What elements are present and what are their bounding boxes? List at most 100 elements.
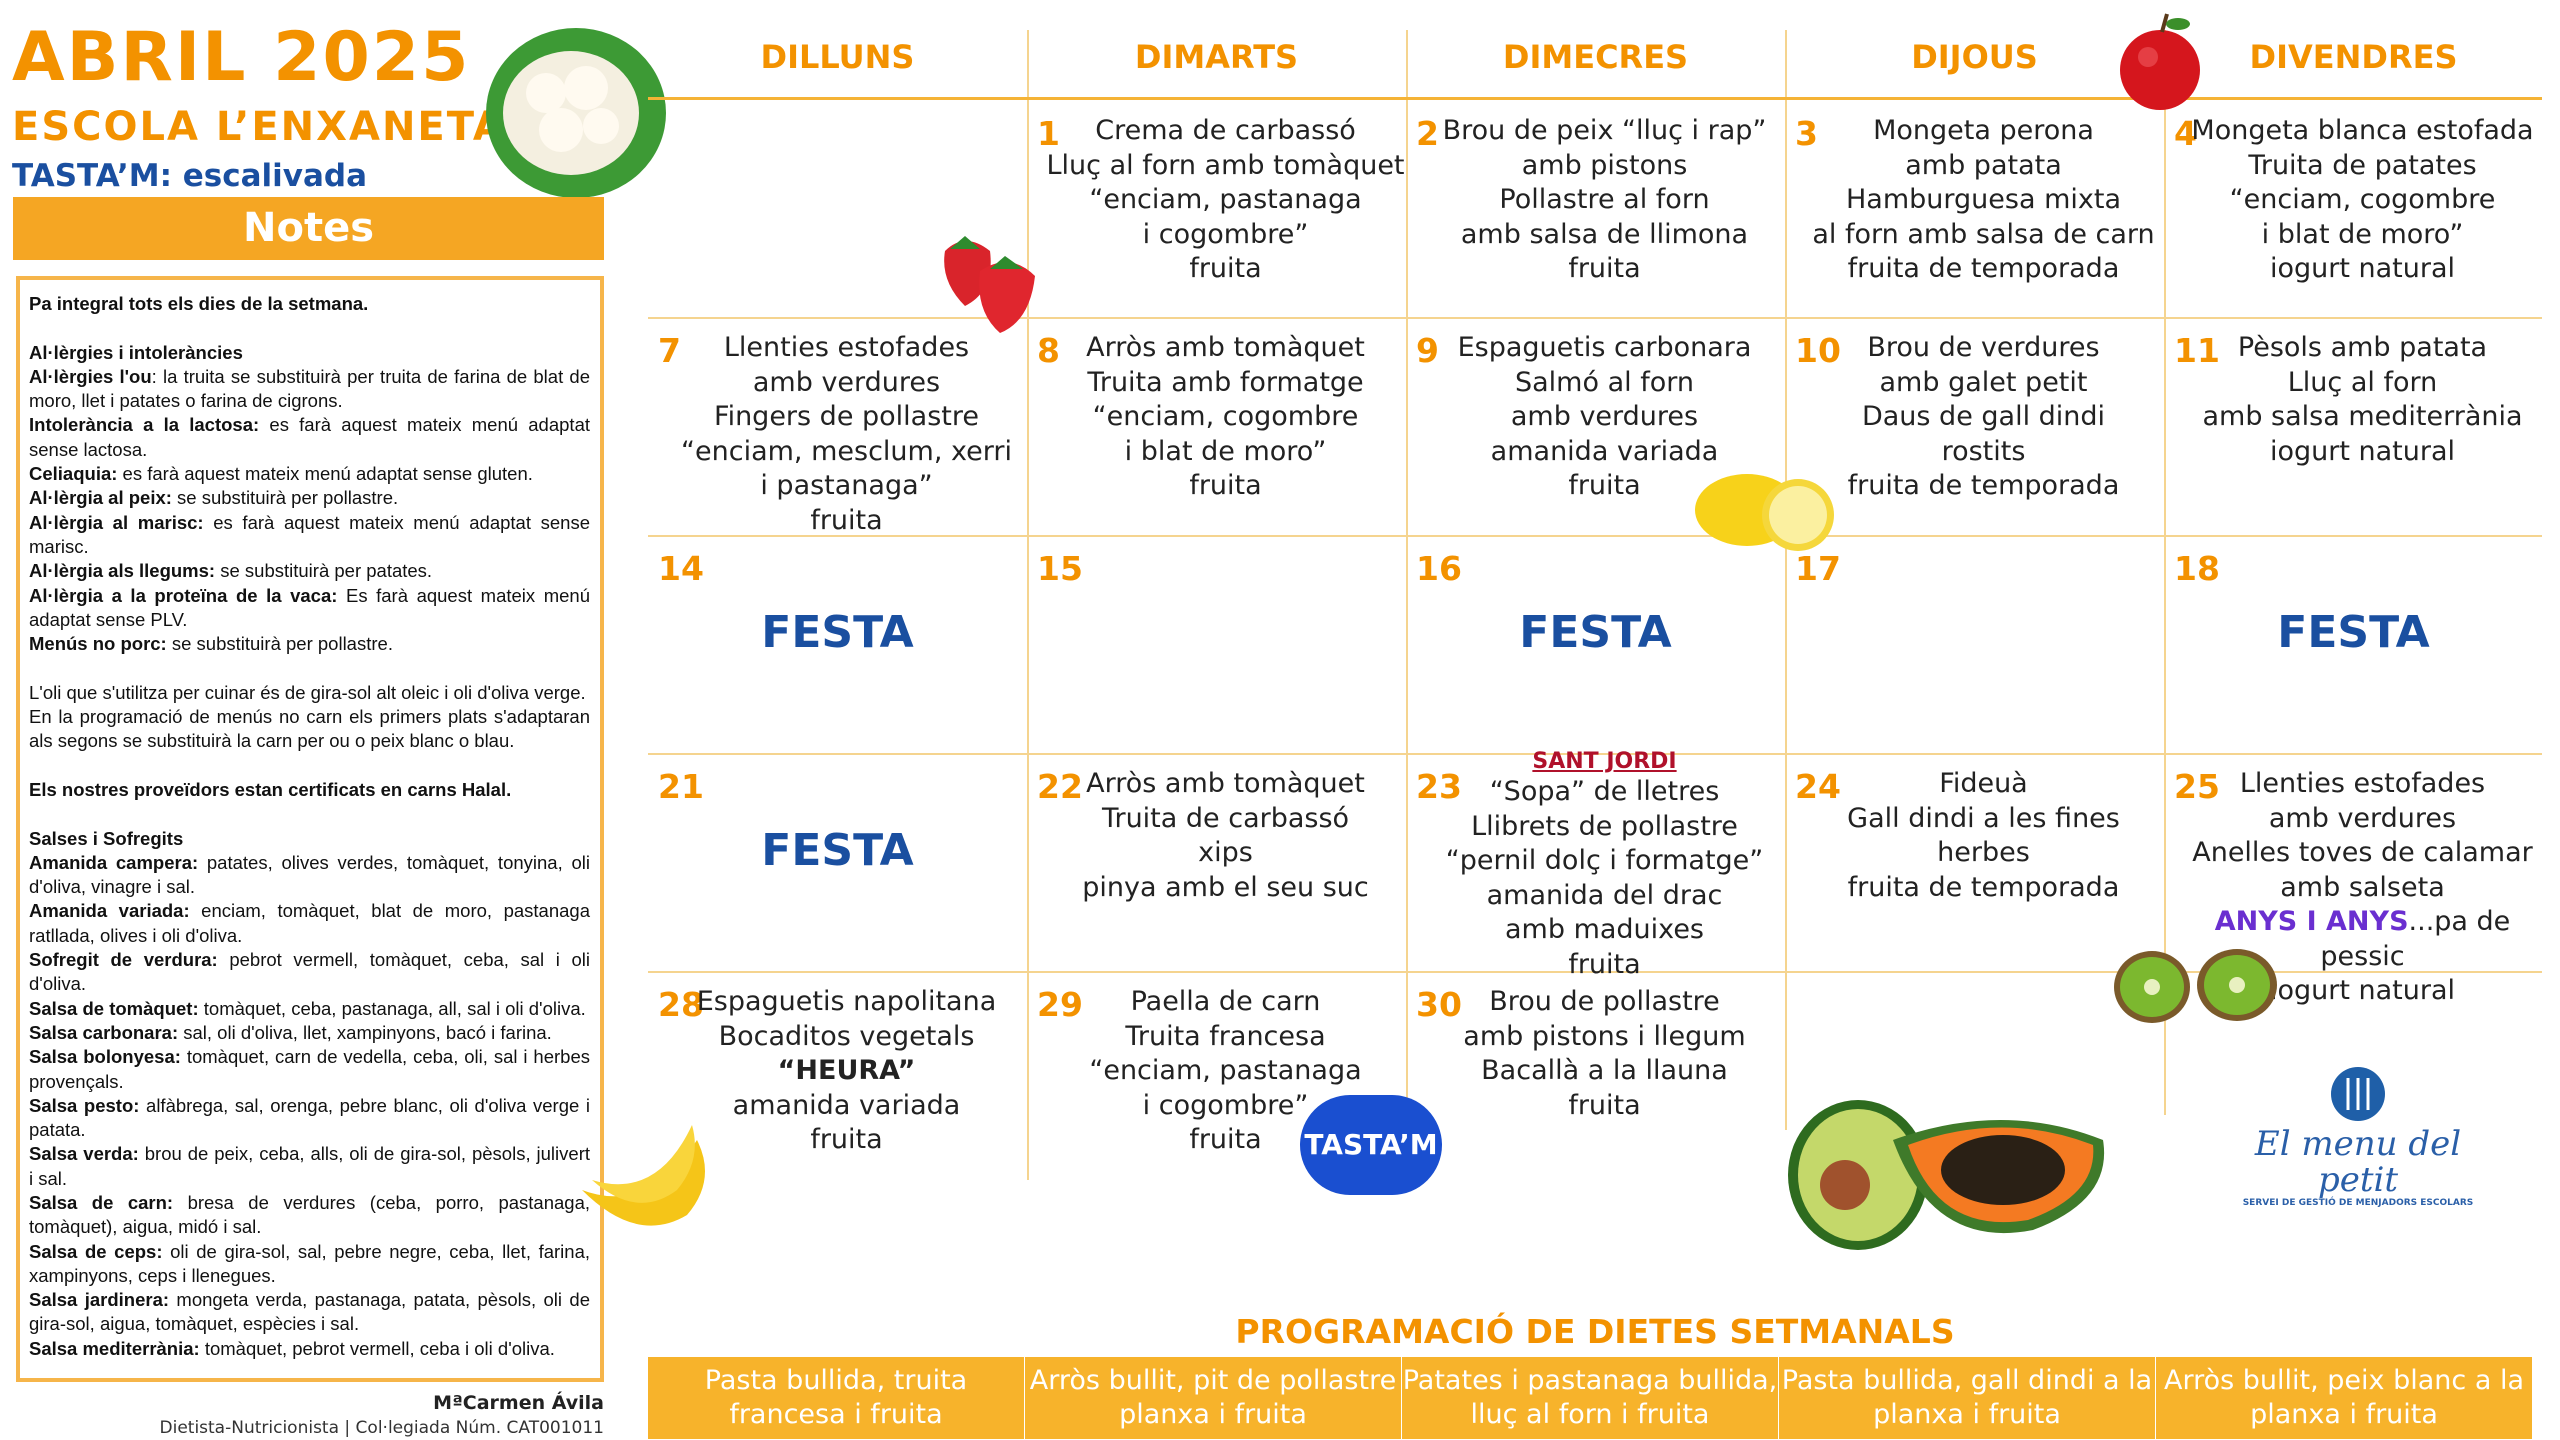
- logo-text: El menu del petit: [2254, 1124, 2462, 1200]
- menu-line: amanida variada: [732, 1089, 961, 1121]
- day-number: 8: [1037, 331, 1060, 370]
- menu-line: fruita: [1189, 470, 1262, 501]
- menu-line: “enciam, pastanaga: [1089, 1055, 1362, 1086]
- weekday-header: DILLUNS: [760, 38, 915, 76]
- holiday-label: FESTA: [761, 825, 914, 876]
- diet-item: Arròs bullit, pit de pollastre planxa i …: [1025, 1357, 1401, 1439]
- day-cell: 30 Brou de pollastre amb pistons i llegum B…: [1406, 971, 1785, 1189]
- day-cell: 22 Arròs amb tomàquet Truita de carbassó xi…: [1027, 753, 1406, 971]
- day-cell: 21 FESTA: [648, 753, 1027, 971]
- note-label: Els nostres proveïdors estan certificats…: [29, 778, 512, 800]
- note-label: Al·lèrgies l'ou: [29, 365, 152, 387]
- menu-line: amb salseta: [2280, 871, 2445, 903]
- menu-line: amb pistons: [1521, 149, 1688, 181]
- day-number: 1: [1037, 114, 1060, 153]
- strawberries-icon: [944, 236, 1035, 333]
- note-line: Salsa carbonara: sal, oli d'oliva, llet,…: [29, 1021, 590, 1045]
- day-cell: 18 FESTA: [2164, 535, 2543, 753]
- weekday-header: DIVENDRES: [2249, 38, 2458, 76]
- holiday-label: FESTA: [761, 607, 914, 658]
- note-label: Pa integral tots els dies de la setmana.: [29, 293, 369, 314]
- menu-line: pinya amb el seu suc: [1082, 871, 1369, 903]
- day-cell: 17: [1785, 535, 2164, 753]
- menu-text: Llenties estofades amb verdures Anelles to…: [2164, 767, 2543, 1009]
- day-number: 30: [1416, 985, 1462, 1024]
- day-cell: 23 SANT JORDI “Sopa” de lletres Llibrets de…: [1406, 749, 1785, 980]
- note-label: Al·lèrgies i intoleràncies: [29, 341, 243, 363]
- bold-text: “HEURA”: [777, 1055, 916, 1086]
- note-line: Al·lèrgia a la proteïna de la vaca: Es f…: [29, 584, 590, 633]
- menu-line: Hamburguesa mixta: [1846, 184, 2121, 215]
- diets-title: PROGRAMACIÓ DE DIETES SETMANALS: [1235, 1312, 1955, 1351]
- note-line: Intolerància a la lactosa: es farà aques…: [29, 413, 590, 462]
- company-logo: El menu del petit SERVEI DE GESTIÓ DE ME…: [2222, 1066, 2494, 1208]
- menu-line: Arròs amb tomàquet: [1086, 768, 1365, 799]
- day-number: 9: [1416, 331, 1439, 370]
- menu-line: Mongeta perona: [1873, 115, 2094, 146]
- menu-line: amb patata: [1905, 149, 2062, 181]
- menu-line: Llenties estofades: [723, 332, 970, 363]
- day-cell: 4 Mongeta blanca estofada Truita de patate…: [2164, 100, 2543, 318]
- day-cell: 7 Llenties estofades amb verdures Fingers d…: [648, 317, 1027, 536]
- highlight-text: ANYS I ANYS: [2214, 906, 2409, 937]
- menu-text: Espaguetis napolitana Bocaditos vegetals “…: [648, 985, 1027, 1158]
- note-text: bresa de verdures (ceba, porro, pastanag…: [29, 1191, 591, 1238]
- note-line: Al·lèrgia als llegums: se substituirà pe…: [29, 559, 590, 583]
- day-cell: 8 Arròs amb tomàquet Truita amb formatge “e…: [1027, 317, 1406, 535]
- column-divider: [1406, 30, 1408, 1180]
- menu-line: ANYS I ANYS...pa de pessic: [2182, 905, 2543, 974]
- menu-line: i cogombre”: [1142, 1089, 1309, 1121]
- menu-text: Arròs amb tomàquet Truita de carbassó xips…: [1027, 767, 1406, 905]
- note-line: Salsa de tomàquet: tomàquet, ceba, pasta…: [29, 997, 590, 1021]
- menu-line: xips: [1198, 837, 1253, 868]
- day-number: 10: [1795, 331, 1841, 370]
- note-label: Salsa verda:: [29, 1143, 139, 1165]
- menu-line: Pollastre al forn: [1499, 184, 1710, 215]
- menu-line: fruita: [1568, 1089, 1641, 1121]
- note-line: Al·lèrgia al peix: se substituirà per po…: [29, 486, 590, 510]
- note-line: Sofregit de verdura: pebrot vermell, tom…: [29, 948, 590, 997]
- menu-line: amb maduixes: [1505, 914, 1704, 945]
- header-divider: [648, 97, 2542, 100]
- menu-text: Brou de verdures amb galet petit Daus de g…: [1785, 331, 2164, 504]
- menu-line: fruita de temporada: [1847, 871, 2120, 903]
- note-line: [29, 802, 590, 826]
- menu-line: Truita de patates: [2248, 149, 2477, 181]
- menu-line: iogurt natural: [2269, 253, 2456, 284]
- day-cell: 2 Brou de peix “lluç i rap” amb pistons Pol…: [1406, 100, 1785, 318]
- weekday-header: DIJOUS: [1911, 38, 2038, 76]
- day-number: 4: [2174, 114, 2197, 153]
- menu-line: fruita: [1189, 253, 1262, 284]
- menu-text: Mongeta blanca estofada Truita de patates…: [2164, 114, 2543, 287]
- menu-line: iogurt natural: [2269, 435, 2456, 467]
- note-text: es farà aquest mateix menú adaptat sense…: [29, 511, 590, 557]
- menu-line: fruita: [1568, 470, 1641, 501]
- note-line: Amanida campera: patates, olives verdes,…: [29, 851, 590, 900]
- menu-line: amb salsa de llimona: [1460, 218, 1749, 250]
- avocado-papaya-icon: [1788, 1100, 2105, 1250]
- menu-line: “enciam, pastanaga: [1089, 184, 1362, 215]
- note-label: Salsa carbonara:: [29, 1021, 179, 1043]
- note-label: Menús no porc:: [29, 633, 167, 655]
- day-number: 16: [1416, 549, 1462, 588]
- day-number: 18: [2174, 549, 2220, 588]
- menu-text: Pèsols amb patata Lluç al forn amb salsa m…: [2164, 331, 2543, 469]
- school-name: ESCOLA L’ENXANETA: [12, 104, 506, 150]
- menu-line: Truita francesa: [1125, 1020, 1326, 1052]
- menu-line: amanida del drac: [1486, 879, 1723, 911]
- menu-text: Fideuà Gall dindi a les fines herbes fruita…: [1785, 767, 2164, 905]
- menu-line: “HEURA”: [666, 1054, 1027, 1089]
- day-number: 7: [658, 331, 681, 370]
- menu-line: i blat de moro”: [2261, 218, 2464, 250]
- column-divider: [1785, 30, 1787, 1130]
- day-number: 14: [658, 549, 704, 588]
- menu-line: Brou de verdures: [1867, 332, 2100, 363]
- day-number: 3: [1795, 114, 1818, 153]
- diet-item: Pasta bullida, gall dindi a la planxa i …: [1779, 1357, 2155, 1439]
- menu-line: Brou de pollastre: [1489, 986, 1720, 1017]
- note-line: Salsa verda: brou de peix, ceba, alls, o…: [29, 1142, 590, 1191]
- menu-text: Brou de pollastre amb pistons i llegum Bac…: [1406, 985, 1785, 1123]
- note-label: Intolerància a la lactosa:: [29, 414, 260, 436]
- menu-line: “Sopa” de lletres: [1489, 776, 1720, 807]
- note-line: Els nostres proveïdors estan certificats…: [29, 778, 590, 802]
